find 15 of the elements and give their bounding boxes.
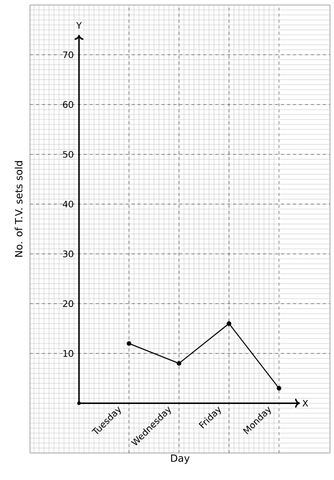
x-axis-title: Day xyxy=(171,454,190,464)
point xyxy=(276,386,282,391)
point xyxy=(126,341,132,346)
y-tick-label: 40 xyxy=(62,200,74,208)
y-tick-label: 10 xyxy=(63,350,74,357)
y-axis-title: No. of T.V. sets sold xyxy=(14,161,22,257)
y-tick-label: 20 xyxy=(63,300,74,308)
y-tick-label: 50 xyxy=(63,150,74,158)
text: X xyxy=(302,400,308,406)
y-tick-label: 60 xyxy=(63,101,74,108)
point xyxy=(226,321,232,326)
y-tick-label: 70 xyxy=(63,51,74,58)
annotation: Y xyxy=(76,22,82,29)
y-tick-label: 30 xyxy=(63,250,74,258)
point xyxy=(176,361,182,366)
